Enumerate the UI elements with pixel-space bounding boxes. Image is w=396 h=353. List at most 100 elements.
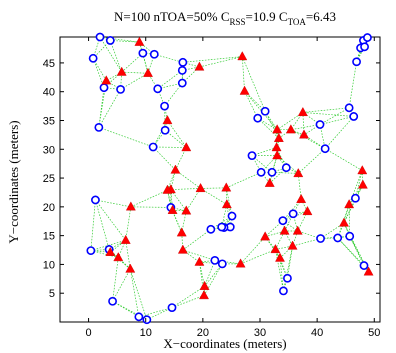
connectivity-edge	[275, 249, 288, 279]
connectivity-edge	[210, 227, 225, 230]
unknown-node-markers	[86, 32, 372, 325]
connectivity-edge	[171, 295, 205, 308]
unknown-node-point	[247, 151, 257, 161]
connectivity-edge	[290, 124, 321, 131]
unknown-node-point	[108, 296, 117, 306]
connectivity-edge	[112, 300, 140, 318]
anchor-node-point	[125, 263, 136, 273]
connectivity-edge	[152, 146, 176, 171]
connectivity-edge	[324, 116, 354, 149]
connectivity-edge	[199, 56, 243, 68]
connectivity-edge	[257, 117, 280, 139]
anchor-node-point	[199, 280, 210, 290]
anchor-node-point	[260, 231, 271, 241]
anchor-node-point	[105, 246, 116, 256]
anchor-node-point	[134, 36, 145, 46]
connectivity-edge	[264, 111, 280, 139]
unknown-node-point	[267, 167, 277, 177]
title-sub-rss: RSS	[230, 17, 246, 27]
anchor-node-point	[170, 164, 181, 174]
connectivity-edge	[153, 146, 187, 148]
connectivity-edge	[125, 240, 131, 270]
x-tick-label: 20	[197, 327, 209, 339]
anchor-node-point	[237, 51, 248, 61]
unknown-node-point	[345, 231, 355, 241]
connectivity-edge	[324, 148, 363, 171]
connectivity-edge	[164, 130, 187, 148]
unknown-node-point	[178, 57, 188, 67]
connectivity-edge	[157, 70, 183, 90]
title-prefix: N=100 nTOA=50% C	[114, 9, 230, 24]
connectivity-edge	[170, 188, 201, 190]
unknown-node-point	[360, 42, 369, 52]
connectivity-edge	[164, 82, 183, 107]
connectivity-edge	[185, 188, 201, 212]
connectivity-edge	[290, 129, 305, 136]
x-tick-label: 0	[86, 327, 92, 339]
anchor-node-point	[357, 165, 368, 175]
x-tick-label: 40	[311, 327, 323, 339]
connectivity-edge	[98, 127, 154, 148]
connectivity-edge	[287, 245, 293, 279]
connectivity-edge	[279, 258, 284, 291]
anchor-node-point	[176, 227, 187, 237]
connectivity-edge	[298, 148, 326, 174]
connectivity-edge	[223, 215, 233, 228]
anchor-node-point	[297, 107, 308, 117]
connectivity-edge	[200, 187, 227, 189]
unknown-node-point	[177, 78, 187, 88]
connectivity-edge	[320, 235, 350, 239]
y-tick-label: 10	[43, 259, 55, 271]
x-axis-ticks: 0 10 20 30 40 50	[86, 37, 380, 339]
y-tick-label: 40	[43, 87, 55, 99]
unknown-node-point	[281, 163, 291, 173]
connectivity-edge	[112, 268, 131, 302]
anchor-node-point	[271, 142, 282, 152]
connectivity-edge	[283, 278, 288, 292]
anchor-node-point	[199, 290, 209, 300]
unknown-node-point	[91, 195, 100, 205]
unknown-node-point	[105, 36, 115, 45]
x-tick-label: 50	[368, 327, 380, 339]
anchor-node-point	[162, 115, 173, 125]
connectivity-edge	[240, 249, 276, 265]
connectivity-edge	[275, 230, 285, 250]
connectivity-edge	[125, 206, 132, 241]
anchor-node-point	[125, 201, 136, 211]
anchor-node-point	[181, 205, 192, 215]
anchor-node-point	[195, 183, 206, 193]
unknown-node-point	[344, 103, 354, 113]
title-sub-toa: TOA	[288, 17, 307, 27]
unknown-node-point	[160, 125, 170, 135]
unknown-node-point	[359, 261, 369, 270]
connectivity-edge	[109, 40, 123, 73]
connectivity-edge	[175, 169, 201, 189]
y-tick-label: 5	[49, 288, 55, 300]
connectivity-edge	[319, 107, 350, 125]
unknown-node-point	[349, 112, 359, 121]
y-tick-label: 25	[43, 173, 55, 185]
connectivity-edge	[302, 112, 354, 117]
unknown-node-point	[316, 234, 325, 243]
connectivity-edge	[110, 40, 140, 43]
connectivity-edge	[348, 204, 351, 237]
connectivity-edge	[290, 129, 326, 150]
anchor-node-point	[116, 66, 127, 76]
anchor-node-point	[344, 199, 355, 209]
unknown-node-point	[95, 32, 105, 42]
unknown-node-point	[288, 209, 298, 219]
anchor-node-point	[302, 206, 313, 216]
connectivity-edge	[112, 300, 148, 321]
anchor-node-point	[264, 177, 275, 187]
anchor-node-point	[270, 244, 281, 254]
connectivity-edge	[175, 147, 187, 171]
connectivity-edge	[154, 53, 183, 63]
unknown-node-point	[351, 193, 360, 203]
anchor-node-point	[357, 179, 368, 189]
connectivity-edge	[199, 262, 205, 296]
unknown-node-point	[142, 315, 152, 325]
unknown-node-point	[167, 303, 177, 313]
anchor-node-point	[162, 184, 173, 194]
connectivity-edge	[172, 209, 187, 212]
connectivity-edge	[95, 199, 126, 241]
